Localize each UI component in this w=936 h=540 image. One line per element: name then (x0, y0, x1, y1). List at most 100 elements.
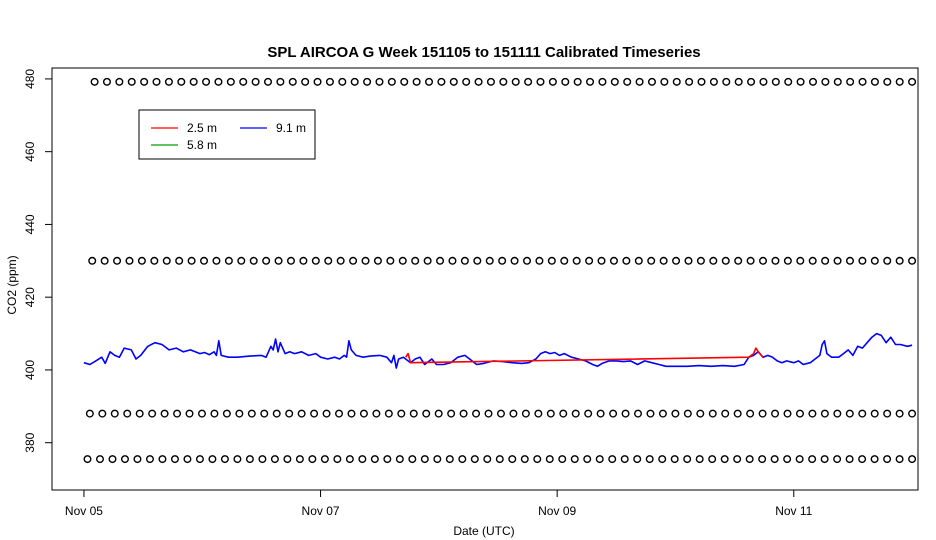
y-tick-label: 420 (23, 287, 37, 307)
x-tick-label: Nov 09 (538, 504, 576, 518)
marker-point (276, 77, 285, 86)
marker-point (660, 77, 669, 86)
marker-point (325, 77, 334, 86)
marker-point (88, 256, 97, 265)
y-axis: 380 400 420 440 460 480 (23, 69, 53, 453)
marker-point (895, 77, 904, 86)
marker-point (183, 455, 192, 464)
marker-point (858, 256, 867, 265)
marker-point (658, 455, 667, 464)
marker-point (260, 409, 269, 418)
marker-point (90, 77, 99, 86)
marker-point (821, 256, 830, 265)
y-tick-label: 400 (23, 360, 37, 380)
marker-point (598, 77, 607, 86)
marker-point (883, 455, 892, 464)
marker-point (746, 409, 755, 418)
marker-point (908, 256, 917, 265)
marker-point (202, 77, 211, 86)
y-tick-label: 460 (23, 141, 37, 161)
marker-point (285, 409, 294, 418)
marker-point (123, 409, 132, 418)
marker-point (288, 77, 297, 86)
marker-point (412, 77, 421, 86)
marker-point (508, 455, 517, 464)
marker-point (697, 77, 706, 86)
marker-point (85, 409, 94, 418)
marker-point (400, 77, 409, 86)
marker-point (247, 409, 256, 418)
marker-point (299, 256, 308, 265)
marker-point (571, 409, 580, 418)
marker-point (187, 256, 196, 265)
marker-point (883, 256, 892, 265)
marker-point (597, 256, 606, 265)
marker-point (870, 409, 879, 418)
marker-point (833, 77, 842, 86)
marker-point (363, 77, 372, 86)
marker-point (423, 256, 432, 265)
marker-point (274, 256, 283, 265)
marker-point (251, 77, 260, 86)
marker-point (771, 409, 780, 418)
marker-point (359, 409, 368, 418)
marker-point (496, 409, 505, 418)
marker-point (658, 409, 667, 418)
x-tick-label: Nov 07 (302, 504, 340, 518)
marker-point (883, 77, 892, 86)
marker-point (609, 256, 618, 265)
marker-point (162, 256, 171, 265)
marker-point (397, 409, 406, 418)
marker-point (373, 256, 382, 265)
y-tick-label: 380 (23, 432, 37, 452)
marker-point (127, 77, 136, 86)
marker-point (845, 455, 854, 464)
marker-point (239, 77, 248, 86)
marker-point (511, 77, 520, 86)
marker-point (683, 409, 692, 418)
marker-point (547, 256, 556, 265)
marker-point (572, 256, 581, 265)
marker-point (586, 77, 595, 86)
marker-point (908, 409, 917, 418)
series-line-2-5-m (405, 347, 764, 364)
marker-point (409, 409, 418, 418)
marker-point (510, 256, 519, 265)
marker-point (573, 77, 582, 86)
marker-point (535, 256, 544, 265)
marker-point (83, 455, 92, 464)
marker-point (808, 256, 817, 265)
marker-point (633, 455, 642, 464)
marker-point (310, 409, 319, 418)
marker-point (197, 409, 206, 418)
marker-point (308, 455, 317, 464)
marker-point (333, 455, 342, 464)
marker-point (447, 409, 456, 418)
marker-point (433, 455, 442, 464)
marker-point (370, 455, 379, 464)
marker-point (520, 455, 529, 464)
marker-point (98, 409, 107, 418)
marker-point (646, 409, 655, 418)
marker-point (620, 455, 629, 464)
marker-point (758, 455, 767, 464)
marker-point (795, 409, 804, 418)
marker-point (458, 455, 467, 464)
marker-point (108, 455, 117, 464)
marker-point (622, 256, 631, 265)
marker-point (135, 409, 144, 418)
x-tick-label: Nov 11 (775, 504, 812, 518)
marker-point (214, 77, 223, 86)
marker-point (150, 256, 159, 265)
marker-point (170, 455, 179, 464)
marker-point (125, 256, 134, 265)
marker-point (585, 256, 594, 265)
marker-rows (83, 77, 917, 464)
marker-point (177, 77, 186, 86)
marker-point (185, 409, 194, 418)
marker-point (420, 455, 429, 464)
marker-point (233, 455, 242, 464)
marker-point (685, 77, 694, 86)
marker-point (647, 256, 656, 265)
